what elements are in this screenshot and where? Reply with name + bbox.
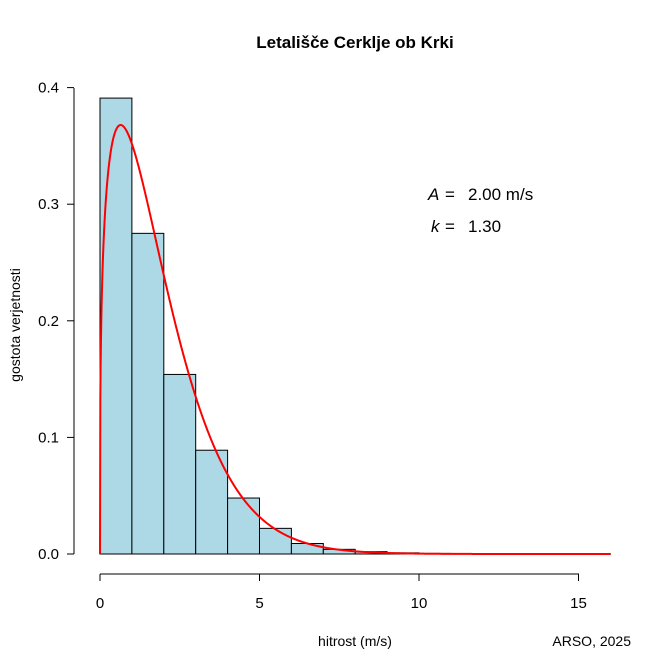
histogram-bar bbox=[290, 543, 324, 555]
y-tick-label: 0.2 bbox=[38, 313, 59, 330]
y-axis-label: gostota verjetnosti bbox=[7, 268, 23, 382]
weibull-curve-group bbox=[99, 124, 611, 555]
y-ticks: 0.0 0.1 0.2 0.3 0.4 bbox=[38, 80, 74, 563]
y-tick-label: 0.4 bbox=[38, 80, 59, 97]
histogram-bar bbox=[99, 97, 133, 555]
x-tick-label: 15 bbox=[570, 595, 587, 612]
chart-title: Letališče Cerklje ob Krki bbox=[256, 33, 453, 52]
param-k-value: 1.30 bbox=[468, 217, 501, 236]
x-tick-label: 10 bbox=[411, 595, 428, 612]
histogram-bars bbox=[99, 97, 611, 555]
y-tick-label: 0.1 bbox=[38, 429, 59, 446]
histogram-bar bbox=[163, 373, 197, 555]
y-tick-label: 0.3 bbox=[38, 196, 59, 213]
x-axis-label: hitrost (m/s) bbox=[318, 633, 392, 649]
param-A-value: 2.00 m/s bbox=[468, 185, 533, 204]
histogram-bar bbox=[227, 497, 261, 555]
credit-label: ARSO, 2025 bbox=[552, 633, 631, 649]
x-ticks: 0 5 10 15 bbox=[96, 574, 587, 612]
x-tick-label: 5 bbox=[255, 595, 263, 612]
weibull-density-curve bbox=[99, 124, 611, 555]
param-k-symbol: k bbox=[431, 217, 441, 236]
param-A-equals: = bbox=[445, 185, 455, 204]
param-A-symbol: A bbox=[427, 185, 439, 204]
y-tick-label: 0.0 bbox=[38, 546, 59, 563]
histogram-bar bbox=[131, 232, 165, 555]
x-tick-label: 0 bbox=[96, 595, 104, 612]
param-k-equals: = bbox=[445, 217, 455, 236]
histogram-bar bbox=[259, 527, 292, 555]
